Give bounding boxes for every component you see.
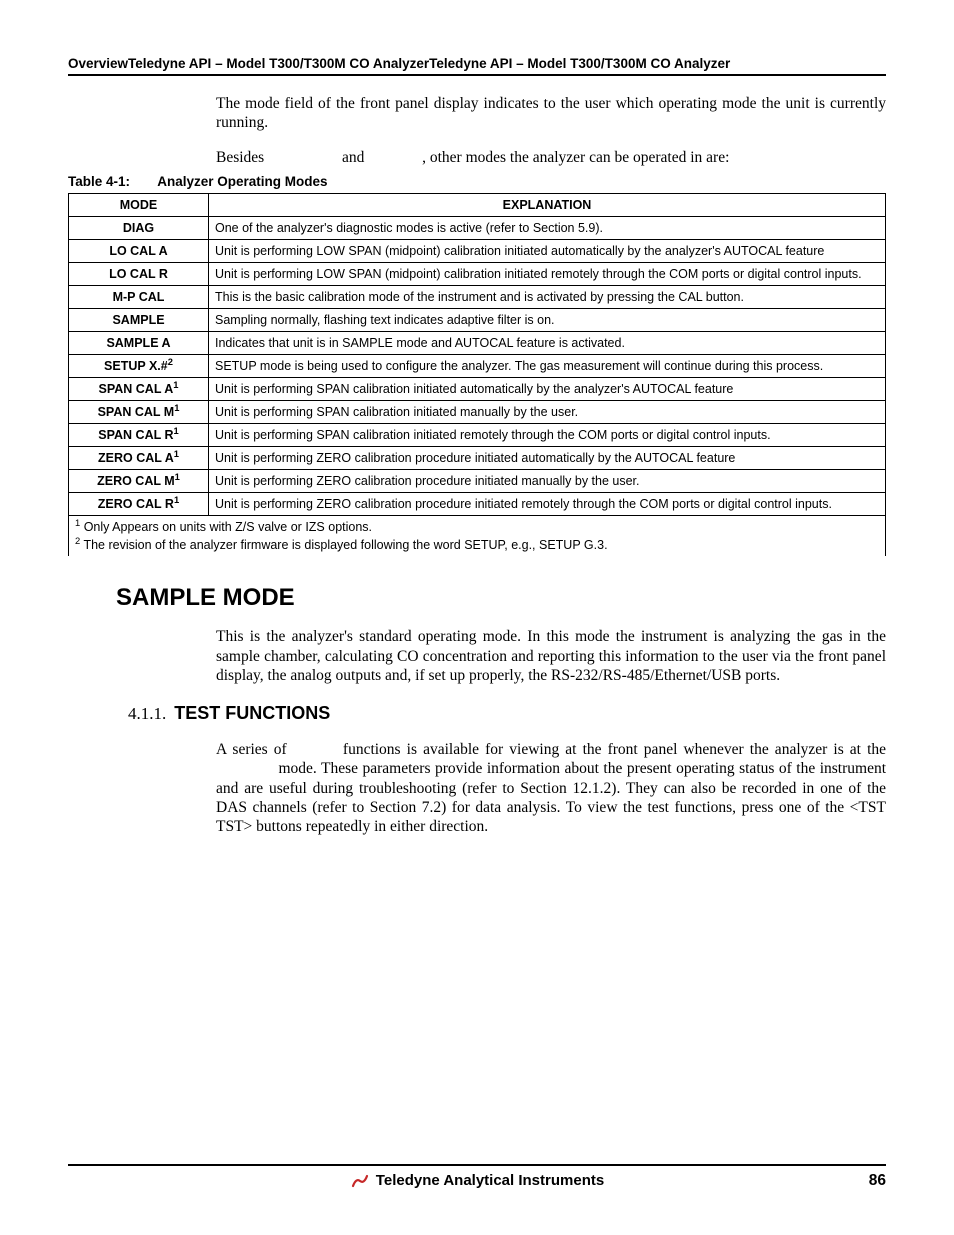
- table-header-row: MODE EXPLANATION: [69, 193, 886, 216]
- section-test-functions-para: A series of functions is available for v…: [216, 740, 886, 837]
- table-row: SPAN CAL M1Unit is performing SPAN calib…: [69, 400, 886, 423]
- explanation-cell: Unit is performing ZERO calibration proc…: [209, 469, 886, 492]
- mode-cell: ZERO CAL M1: [69, 469, 209, 492]
- explanation-cell: Unit is performing ZERO calibration proc…: [209, 446, 886, 469]
- section-test-functions-number: 4.1.1.: [128, 704, 166, 724]
- explanation-cell: This is the basic calibration mode of th…: [209, 285, 886, 308]
- modes-table: MODE EXPLANATION DIAGOne of the analyzer…: [68, 193, 886, 556]
- table-row: SETUP X.#2SETUP mode is being used to co…: [69, 354, 886, 377]
- intro-paragraph-2: Besides and , other modes the analyzer c…: [216, 148, 886, 167]
- table-row: SPAN CAL R1Unit is performing SPAN calib…: [69, 423, 886, 446]
- table-caption-label: Table 4-1:: [68, 174, 154, 189]
- explanation-cell: Unit is performing SPAN calibration init…: [209, 400, 886, 423]
- footer-page-number: 86: [869, 1172, 886, 1190]
- col-header-explanation: EXPLANATION: [209, 193, 886, 216]
- mode-cell: DIAG: [69, 216, 209, 239]
- footer-logo-icon: [350, 1174, 370, 1188]
- table-row: M-P CALThis is the basic calibration mod…: [69, 285, 886, 308]
- page: OverviewTeledyne API – Model T300/T300M …: [0, 0, 954, 1235]
- mode-cell: SETUP X.#2: [69, 354, 209, 377]
- table-row: ZERO CAL A1Unit is performing ZERO calib…: [69, 446, 886, 469]
- table-row: ZERO CAL R1Unit is performing ZERO calib…: [69, 492, 886, 515]
- explanation-cell: Sampling normally, flashing text indicat…: [209, 308, 886, 331]
- table-row: SAMPLE AIndicates that unit is in SAMPLE…: [69, 331, 886, 354]
- explanation-cell: Unit is performing LOW SPAN (midpoint) c…: [209, 262, 886, 285]
- col-header-mode: MODE: [69, 193, 209, 216]
- section-test-functions-title: TEST FUNCTIONS: [174, 703, 330, 724]
- intro-paragraph-1: The mode field of the front panel displa…: [216, 94, 886, 133]
- table-row: ZERO CAL M1Unit is performing ZERO calib…: [69, 469, 886, 492]
- mode-cell: LO CAL R: [69, 262, 209, 285]
- section-sample-mode-title: SAMPLE MODE: [116, 584, 886, 612]
- table-caption: Table 4-1: Analyzer Operating Modes: [68, 174, 886, 189]
- explanation-cell: SETUP mode is being used to configure th…: [209, 354, 886, 377]
- table-row: SPAN CAL A1Unit is performing SPAN calib…: [69, 377, 886, 400]
- explanation-cell: Unit is performing SPAN calibration init…: [209, 377, 886, 400]
- mode-cell: SAMPLE: [69, 308, 209, 331]
- page-footer: Teledyne Analytical Instruments 86: [68, 1164, 886, 1189]
- tf-b: functions is available for viewing at th…: [343, 741, 886, 758]
- table-row: LO CAL RUnit is performing LOW SPAN (mid…: [69, 262, 886, 285]
- mode-cell: SPAN CAL M1: [69, 400, 209, 423]
- footer-company: Teledyne Analytical Instruments: [376, 1172, 604, 1189]
- explanation-cell: Indicates that unit is in SAMPLE mode an…: [209, 331, 886, 354]
- tf-a: A series of: [216, 741, 287, 758]
- explanation-cell: Unit is performing LOW SPAN (midpoint) c…: [209, 239, 886, 262]
- section-test-functions-heading: 4.1.1. TEST FUNCTIONS: [128, 703, 886, 724]
- mode-cell: SPAN CAL R1: [69, 423, 209, 446]
- table-footnotes: 1 Only Appears on units with Z/S valve o…: [69, 515, 886, 556]
- mode-cell: M-P CAL: [69, 285, 209, 308]
- page-header: OverviewTeledyne API – Model T300/T300M …: [68, 56, 886, 76]
- explanation-cell: Unit is performing SPAN calibration init…: [209, 423, 886, 446]
- mode-cell: SAMPLE A: [69, 331, 209, 354]
- table-row: DIAGOne of the analyzer's diagnostic mod…: [69, 216, 886, 239]
- table-caption-title: Analyzer Operating Modes: [157, 174, 327, 189]
- mode-cell: ZERO CAL A1: [69, 446, 209, 469]
- explanation-cell: Unit is performing ZERO calibration proc…: [209, 492, 886, 515]
- explanation-cell: One of the analyzer's diagnostic modes i…: [209, 216, 886, 239]
- table-row: LO CAL AUnit is performing LOW SPAN (mid…: [69, 239, 886, 262]
- footnote-2: 2 The revision of the analyzer firmware …: [75, 538, 879, 552]
- table-row: SAMPLESampling normally, flashing text i…: [69, 308, 886, 331]
- mode-cell: LO CAL A: [69, 239, 209, 262]
- mode-cell: SPAN CAL A1: [69, 377, 209, 400]
- intro-2a: Besides: [216, 149, 264, 166]
- tf-c: mode. These parameters provide informati…: [216, 760, 886, 835]
- intro-2c: , other modes the analyzer can be operat…: [422, 149, 729, 166]
- mode-cell: ZERO CAL R1: [69, 492, 209, 515]
- intro-2b: and: [342, 149, 364, 166]
- footnote-1: 1 Only Appears on units with Z/S valve o…: [75, 520, 879, 534]
- section-sample-mode-para: This is the analyzer's standard operatin…: [216, 627, 886, 685]
